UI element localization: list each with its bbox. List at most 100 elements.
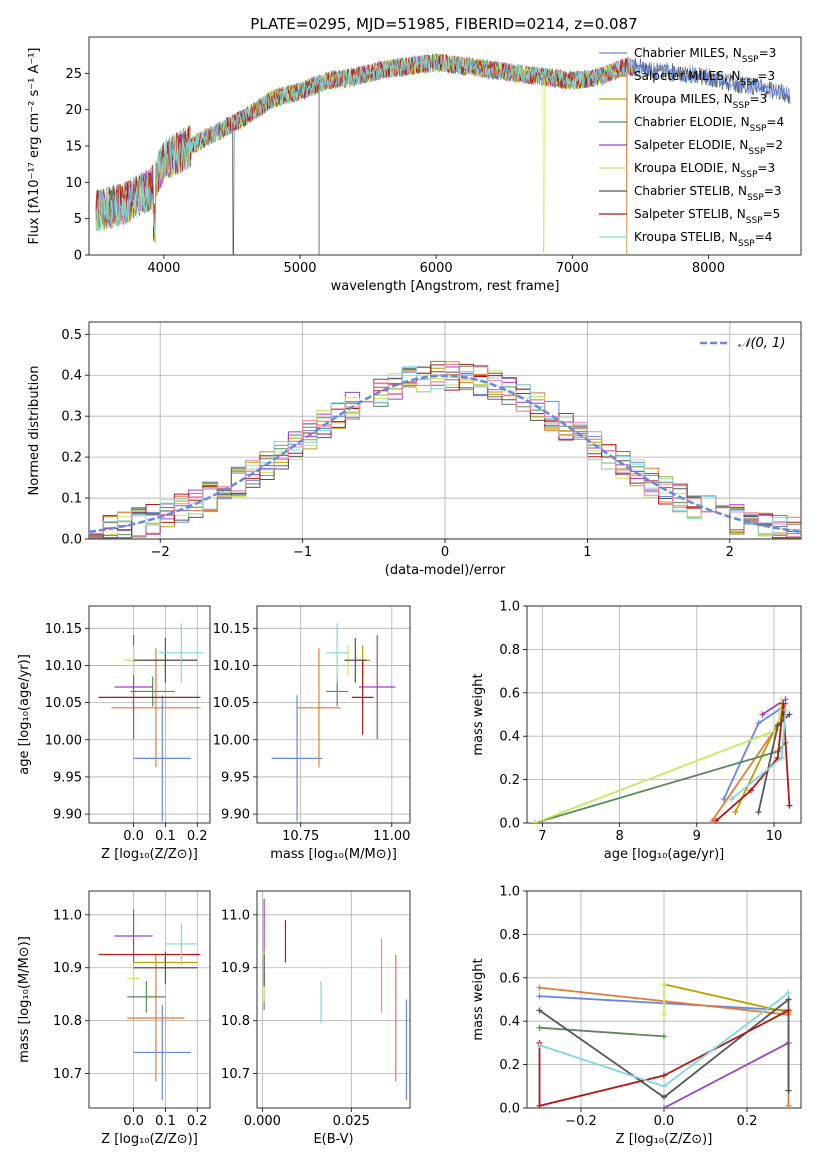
x-tick-label: 8000 xyxy=(692,261,725,276)
spectrum-xlabel: wavelength [Angstrom, rest frame] xyxy=(331,279,560,294)
y-tick-label: 10.8 xyxy=(53,1014,82,1029)
legend-label: Kroupa STELIB, NSSP=4 xyxy=(634,230,772,249)
x-tick-label: 7000 xyxy=(556,261,589,276)
y-tick-label: 0.4 xyxy=(499,1015,520,1030)
weight-marker xyxy=(755,720,762,727)
y-tick-label: 0.2 xyxy=(61,451,82,466)
weight-marker xyxy=(759,711,766,718)
y-tick-label: 11.0 xyxy=(53,908,82,923)
weight-marker xyxy=(785,1102,792,1108)
weight-marker xyxy=(536,993,543,1000)
age_vs_mass-points xyxy=(271,623,396,822)
weight_vs_age-xlabel: age [log₁₀(age/yr)] xyxy=(604,847,725,862)
spectrum-lines xyxy=(95,52,791,255)
x-tick-label: −0.2 xyxy=(565,1114,597,1129)
x-tick-label: 0.0 xyxy=(654,1114,675,1129)
x-tick-label: 0.2 xyxy=(737,1114,758,1129)
weight_vs_age-frame xyxy=(526,605,802,824)
y-tick-label: 0.8 xyxy=(499,928,520,943)
y-tick-label: 0.2 xyxy=(499,1058,520,1073)
residuals-xlabel: (data-model)/error xyxy=(385,563,506,578)
residual-histograms xyxy=(89,360,801,539)
x-tick-label: 1 xyxy=(583,545,591,560)
weight-line-3 xyxy=(539,1026,665,1038)
x-tick-label: −1 xyxy=(293,545,312,560)
residuals-frame xyxy=(88,321,802,540)
x-tick-label: 4000 xyxy=(147,261,180,276)
weight_vs_Z-ylabel: mass weight xyxy=(471,958,486,1040)
y-tick-label: 10.00 xyxy=(213,733,250,748)
weight-line-4 xyxy=(663,1042,789,1108)
mass_vs_EBV-axes: 0.000 0.025 10.7 10.8 10.9 11.0 E(B-V) xyxy=(221,890,411,1147)
legend-label: Salpeter STELIB, NSSP=5 xyxy=(634,207,780,226)
x-tick-label: 0.1 xyxy=(155,1114,176,1129)
y-tick-label: 9.95 xyxy=(221,770,250,785)
y-tick-label: 5 xyxy=(74,212,82,227)
age_vs_Z-points xyxy=(98,623,204,822)
y-tick-label: 10.9 xyxy=(221,961,250,976)
y-tick-label: 0.8 xyxy=(499,643,520,658)
y-tick-label: 10.00 xyxy=(45,733,82,748)
y-tick-label: 10.05 xyxy=(45,696,82,711)
residual-hist-8 xyxy=(89,366,801,537)
weight-marker xyxy=(661,1105,667,1108)
y-tick-label: 10.05 xyxy=(213,696,250,711)
legend-label: Chabrier MILES, NSSP=3 xyxy=(634,46,776,65)
weight_vs_Z-axes: −0.2 0.0 0.2 0.0 0.2 0.4 0.6 0.8 1.0 Z [log₁₀(Z/Z… xyxy=(471,885,802,1147)
legend-label: 𝒩(0, 1) xyxy=(738,336,785,351)
x-tick-label: 0.025 xyxy=(333,1114,370,1129)
weight-marker xyxy=(661,1072,667,1079)
y-tick-label: 0.2 xyxy=(499,773,520,788)
x-tick-label: 0.000 xyxy=(244,1114,281,1129)
y-tick-label: 9.90 xyxy=(221,808,250,823)
spectrum-series-8 xyxy=(95,53,634,237)
y-tick-label: 1.0 xyxy=(499,885,520,900)
weight-marker xyxy=(785,1007,792,1014)
spectrum-legend: Chabrier MILES, NSSP=3 Salpeter MILES, NS… xyxy=(599,46,784,249)
y-tick-label: 0.3 xyxy=(61,410,82,425)
weight_vs_Z-xlabel: Z [log₁₀(Z/Z⊙)] xyxy=(616,1132,713,1147)
spectrum-frame xyxy=(88,36,802,256)
y-tick-label: 10.10 xyxy=(213,659,250,674)
x-tick-label: 6000 xyxy=(420,261,453,276)
weight-marker xyxy=(728,796,735,803)
x-tick-label: 0.2 xyxy=(187,829,208,844)
y-tick-label: 0.0 xyxy=(61,533,82,548)
weight-marker xyxy=(720,796,727,803)
age_vs_Z-ylabel: age [log₁₀(age/yr)] xyxy=(17,654,32,775)
weight_vs_Z-series xyxy=(536,981,792,1108)
weight-marker xyxy=(785,996,792,1003)
age_vs_mass-xlabel: mass [log₁₀(M/M⊙)] xyxy=(270,847,397,862)
weight_vs_age-axes: 7 8 9 10 0.0 0.2 0.4 0.6 0.8 1.0 age [log₁₀(age/yr… xyxy=(471,600,802,862)
mass_vs_EBV-grid xyxy=(257,891,410,1108)
y-tick-label: 0.4 xyxy=(61,369,82,384)
x-tick-label: 10.75 xyxy=(282,829,319,844)
y-tick-label: 9.90 xyxy=(53,808,82,823)
weight-marker xyxy=(661,1033,667,1040)
mass_vs_Z-grid xyxy=(89,891,210,1108)
weight-line-6 xyxy=(538,997,790,1099)
weight_vs_age-series xyxy=(531,696,793,823)
y-tick-label: 0.4 xyxy=(499,730,520,745)
x-tick-label: 8 xyxy=(615,829,623,844)
x-tick-label: 2 xyxy=(726,545,734,560)
weight-marker xyxy=(536,1102,543,1108)
weight-marker xyxy=(786,711,793,718)
y-tick-label: 0.0 xyxy=(499,817,520,832)
weight-marker xyxy=(778,696,785,703)
spectrum-axes: 4000 5000 6000 7000 8000 0 5 10 15 20 25 wavelength… xyxy=(27,36,802,294)
weight-marker xyxy=(661,981,667,988)
age_vs_Z-xlabel: Z [log₁₀(Z/Z⊙)] xyxy=(101,847,198,862)
spectrum-ylabel: Flux [fλ10⁻¹⁷ erg cm⁻² s⁻¹ A⁻¹] xyxy=(27,48,42,245)
legend-label: Salpeter ELODIE, NSSP=2 xyxy=(634,138,783,157)
y-tick-label: 15 xyxy=(65,140,82,155)
legend-label: Chabrier STELIB, NSSP=3 xyxy=(634,184,782,203)
spectrum-series-6 xyxy=(95,54,791,255)
weight-marker xyxy=(536,1042,543,1049)
mass_vs_EBV-xlabel: E(B-V) xyxy=(313,1132,353,1147)
weight-marker xyxy=(531,820,538,823)
x-tick-label: −2 xyxy=(151,545,170,560)
x-tick-label: 5000 xyxy=(283,261,316,276)
y-tick-label: 10.7 xyxy=(53,1067,82,1082)
y-tick-label: 10.15 xyxy=(45,622,82,637)
